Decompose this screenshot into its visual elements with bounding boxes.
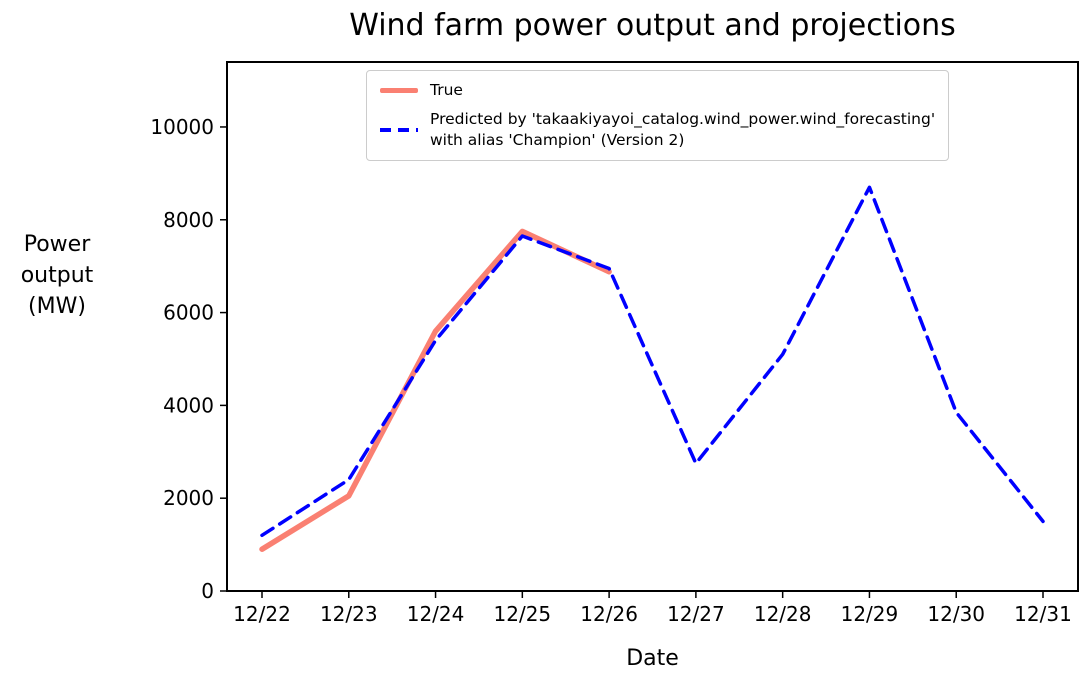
- legend: True Predicted by 'takaakiyayoi_catalog.…: [366, 70, 950, 161]
- x-tick-label: 12/29: [841, 602, 899, 626]
- x-tick-label: 12/25: [494, 602, 552, 626]
- legend-label-predicted: Predicted by 'takaakiyayoi_catalog.wind_…: [430, 109, 936, 149]
- y-tick-label: 0: [201, 579, 214, 603]
- x-tick-label: 12/28: [754, 602, 812, 626]
- legend-label-true: True: [430, 81, 463, 99]
- x-axis-label: Date: [626, 646, 679, 671]
- x-tick-label: 12/30: [927, 602, 985, 626]
- series-line-true: [259, 228, 612, 552]
- x-tick-label: 12/27: [667, 602, 725, 626]
- y-tick-label: 6000: [163, 301, 214, 325]
- y-tick-label: 4000: [163, 393, 214, 417]
- axes-frame: [226, 61, 1079, 592]
- y-axis-label: Power output (MW): [20, 232, 94, 319]
- series-line-predicted: [260, 185, 1045, 538]
- x-tick-label: 12/31: [1014, 602, 1072, 626]
- legend-line-sample-true: [380, 87, 418, 93]
- y-tick-label: 10000: [150, 115, 214, 139]
- legend-item-predicted: Predicted by 'takaakiyayoi_catalog.wind_…: [380, 109, 935, 151]
- x-tick-label: 12/22: [233, 602, 291, 626]
- y-tick-label: 8000: [163, 208, 214, 232]
- x-tick-label: 12/26: [580, 602, 638, 626]
- y-tick-label: 2000: [163, 486, 214, 510]
- x-tick-label: 12/23: [320, 602, 378, 626]
- x-tick-label: 12/24: [407, 602, 465, 626]
- legend-item-true: True: [380, 80, 935, 101]
- chart-title: Wind farm power output and projections: [349, 8, 956, 43]
- legend-line-sample-predicted: [380, 127, 418, 132]
